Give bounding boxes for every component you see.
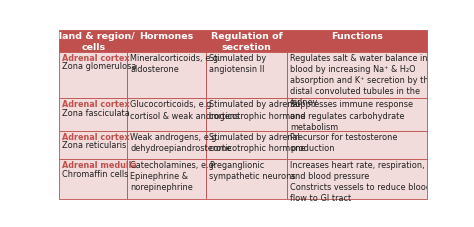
Text: Zona reticularis: Zona reticularis (62, 141, 127, 150)
Bar (59, 98, 127, 131)
Bar (127, 131, 206, 159)
Text: Zona glomerulosa: Zona glomerulosa (62, 62, 137, 71)
Text: Functions: Functions (331, 32, 383, 41)
Text: Adrenal cortex: Adrenal cortex (62, 54, 130, 63)
Bar (59, 30, 127, 52)
Text: Chromaffin cells: Chromaffin cells (62, 170, 128, 179)
Text: Regulation of
secretion: Regulation of secretion (211, 32, 283, 52)
Text: Regulates salt & water balance in
blood by increasing Na⁺ & H₂O
absorption and K: Regulates salt & water balance in blood … (290, 54, 434, 107)
Text: Gland & region/
cells: Gland & region/ cells (51, 32, 135, 52)
Bar (206, 159, 287, 199)
Bar (127, 52, 206, 98)
Bar (127, 30, 206, 52)
Text: Adrenal cortex: Adrenal cortex (62, 133, 130, 142)
Bar (206, 98, 287, 131)
Text: Adrenal cortex: Adrenal cortex (62, 101, 130, 109)
Text: Stimulated by
angiotensin II: Stimulated by angiotensin II (209, 54, 266, 74)
Bar (206, 131, 287, 159)
Text: Adrenal medulla: Adrenal medulla (62, 161, 137, 170)
Text: Suppresses immune response
and regulates carbohydrate
metabolism: Suppresses immune response and regulates… (290, 101, 413, 132)
Text: Mineralcorticoids, e.g.
aldosterone: Mineralcorticoids, e.g. aldosterone (130, 54, 221, 74)
Bar (59, 52, 127, 98)
Text: Catecholamines, e.g.
Epinephrine &
norepinephrine: Catecholamines, e.g. Epinephrine & norep… (130, 161, 217, 192)
Text: Stimulated by adrenal
corticotrophic hormone: Stimulated by adrenal corticotrophic hor… (209, 101, 306, 121)
Bar (127, 159, 206, 199)
Text: Increases heart rate, respiration,
and blood pressure
Constricts vessels to redu: Increases heart rate, respiration, and b… (290, 161, 431, 203)
Text: Weak androgens, e.g.
dehydroepiandrosterone: Weak androgens, e.g. dehydroepiandroster… (130, 133, 231, 153)
Text: Zona fasciculata: Zona fasciculata (62, 109, 130, 118)
Bar (206, 30, 287, 52)
Bar (206, 52, 287, 98)
Text: Preganglionic
sympathetic neurons: Preganglionic sympathetic neurons (209, 161, 296, 181)
Text: Stimulated by adrenal
corticotrophic hormone: Stimulated by adrenal corticotrophic hor… (209, 133, 306, 153)
Bar (287, 131, 427, 159)
Bar (59, 159, 127, 199)
Text: Hormones: Hormones (139, 32, 194, 41)
Bar (287, 98, 427, 131)
Text: Glucocorticoids, e.g.
cortisol & weak androgens: Glucocorticoids, e.g. cortisol & weak an… (130, 101, 239, 121)
Bar (287, 52, 427, 98)
Bar (59, 131, 127, 159)
Bar (287, 30, 427, 52)
Bar (287, 159, 427, 199)
Text: Precursor for testosterone
production: Precursor for testosterone production (290, 133, 397, 153)
Bar (127, 98, 206, 131)
